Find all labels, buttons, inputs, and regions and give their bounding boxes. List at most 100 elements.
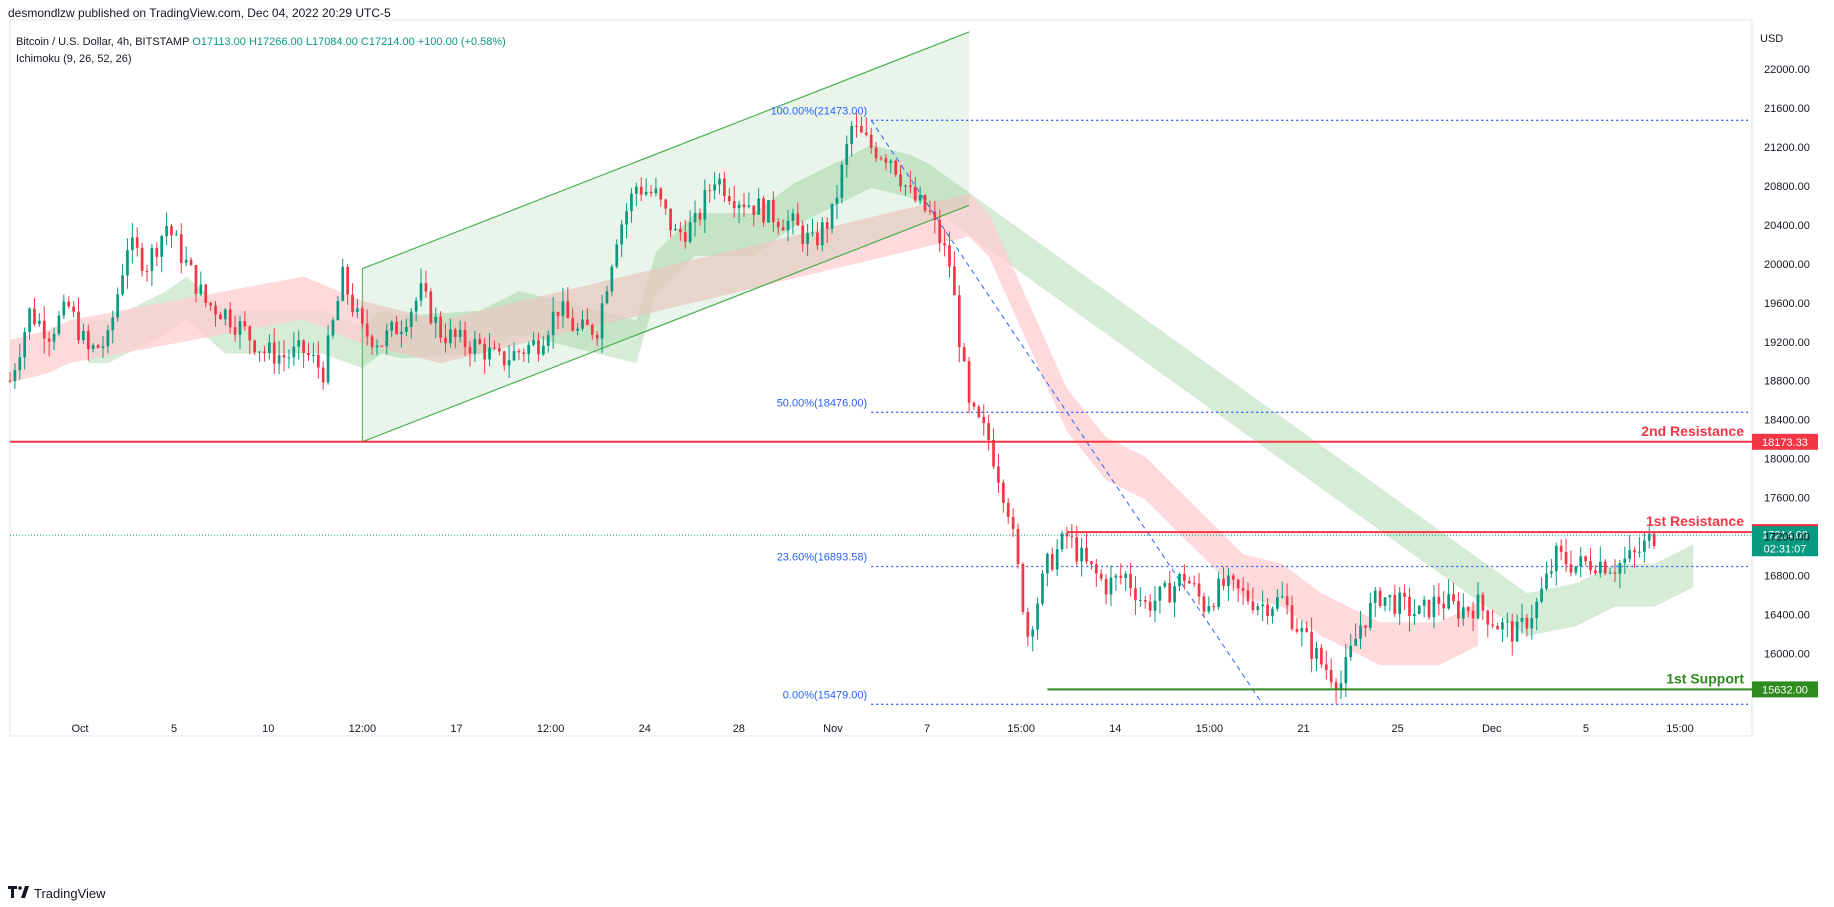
candle-body — [1075, 537, 1079, 562]
candle-body — [150, 248, 154, 272]
candle-body — [1163, 583, 1167, 587]
candle-body — [272, 342, 276, 364]
indicator-label[interactable]: Ichimoku (9, 26, 52, 26) — [16, 53, 132, 65]
candle-body — [1320, 647, 1323, 665]
candle-body — [13, 370, 17, 381]
candle-body — [1476, 594, 1480, 619]
fib-level-label: 23.60%(16893.58) — [777, 551, 868, 563]
candle-body — [1212, 606, 1216, 608]
y-tick-label: 19600.00 — [1764, 298, 1810, 310]
candle-body — [1554, 545, 1558, 572]
candle-body — [380, 345, 384, 347]
candle-body — [483, 343, 486, 360]
candle-body — [1652, 533, 1656, 546]
last-price-tag — [1752, 526, 1818, 557]
candle-body — [512, 351, 516, 361]
candle-body — [703, 190, 707, 220]
tradingview-logo-icon — [8, 886, 30, 901]
candle-body — [424, 283, 428, 292]
candle-body — [1031, 629, 1035, 637]
candle-body — [444, 337, 447, 344]
channel-upper-line — [362, 31, 970, 270]
candle-body — [1403, 592, 1406, 597]
candle-body — [1623, 558, 1627, 564]
candle-body — [864, 132, 868, 135]
x-tick-label: 14 — [1109, 723, 1121, 735]
candle-body — [884, 158, 888, 163]
x-tick-label: 5 — [1583, 723, 1589, 735]
candle-body — [913, 187, 917, 201]
candle-body — [556, 311, 560, 317]
y-axis-unit: USD — [1760, 33, 1783, 45]
candle-body — [811, 232, 814, 234]
candle-body — [1466, 607, 1470, 611]
candle-body — [806, 232, 809, 244]
candle-body — [1124, 573, 1128, 578]
candle-body — [1432, 596, 1436, 618]
x-tick-label: 24 — [639, 723, 651, 735]
candle-body — [307, 353, 310, 355]
candle-body — [1633, 550, 1636, 553]
x-tick-label: 15:00 — [1196, 723, 1224, 735]
candle-body — [116, 294, 119, 318]
candle-body — [620, 224, 624, 245]
candle-body — [1457, 601, 1460, 619]
candle-body — [649, 191, 653, 194]
candle-body — [96, 345, 100, 348]
candle-body — [1613, 572, 1617, 574]
candle-body — [659, 188, 663, 200]
candle-body — [816, 232, 819, 246]
candle-body — [1178, 573, 1181, 587]
candles-group — [8, 112, 1656, 704]
candle-body — [1417, 605, 1421, 614]
candle-body — [561, 301, 565, 317]
candle-body — [184, 259, 188, 263]
candle-body — [1447, 594, 1450, 609]
candle-body — [365, 323, 369, 337]
candle-body — [1505, 621, 1509, 623]
candle-body — [1280, 596, 1284, 598]
candle-body — [390, 321, 394, 331]
candle-body — [360, 308, 364, 324]
candle-body — [1231, 575, 1235, 580]
candle-body — [297, 340, 301, 347]
candle-body — [693, 213, 697, 223]
symbol-label[interactable]: Bitcoin / U.S. Dollar, 4h, BITSTAMP — [16, 36, 190, 48]
candle-body — [1085, 547, 1088, 562]
candle-body — [439, 316, 442, 338]
candle-body — [1099, 573, 1103, 579]
candle-body — [312, 354, 315, 356]
candle-body — [57, 315, 61, 334]
candle-body — [639, 186, 643, 195]
candle-body — [1334, 682, 1338, 691]
candle-body — [1227, 575, 1230, 586]
candle-body — [889, 160, 893, 163]
candle-body — [1148, 601, 1152, 611]
candle-body — [209, 302, 212, 306]
candle-body — [1368, 602, 1372, 628]
candle-body — [223, 309, 227, 320]
candle-body — [674, 228, 677, 231]
candle-body — [796, 213, 800, 226]
candle-body — [586, 319, 589, 325]
candle-body — [341, 266, 345, 301]
candle-body — [1256, 606, 1260, 611]
candle-body — [938, 219, 942, 244]
candle-body — [595, 334, 599, 339]
x-tick-label: Dec — [1482, 723, 1502, 735]
y-tick-label: 20000.00 — [1764, 259, 1810, 271]
level-label: 2nd Resistance — [1641, 423, 1744, 439]
candle-body — [1183, 573, 1186, 581]
brand-name[interactable]: TradingView — [34, 886, 106, 901]
last-price-value: 17214.00 — [1762, 529, 1808, 541]
candle-body — [840, 164, 844, 198]
candle-body — [1393, 594, 1397, 614]
candle-body — [1354, 638, 1357, 646]
candle-body — [1628, 550, 1632, 559]
candle-body — [1021, 564, 1025, 612]
candle-body — [1427, 599, 1431, 618]
candle-body — [1207, 606, 1211, 612]
candle-body — [679, 228, 682, 233]
candle-body — [904, 185, 907, 187]
